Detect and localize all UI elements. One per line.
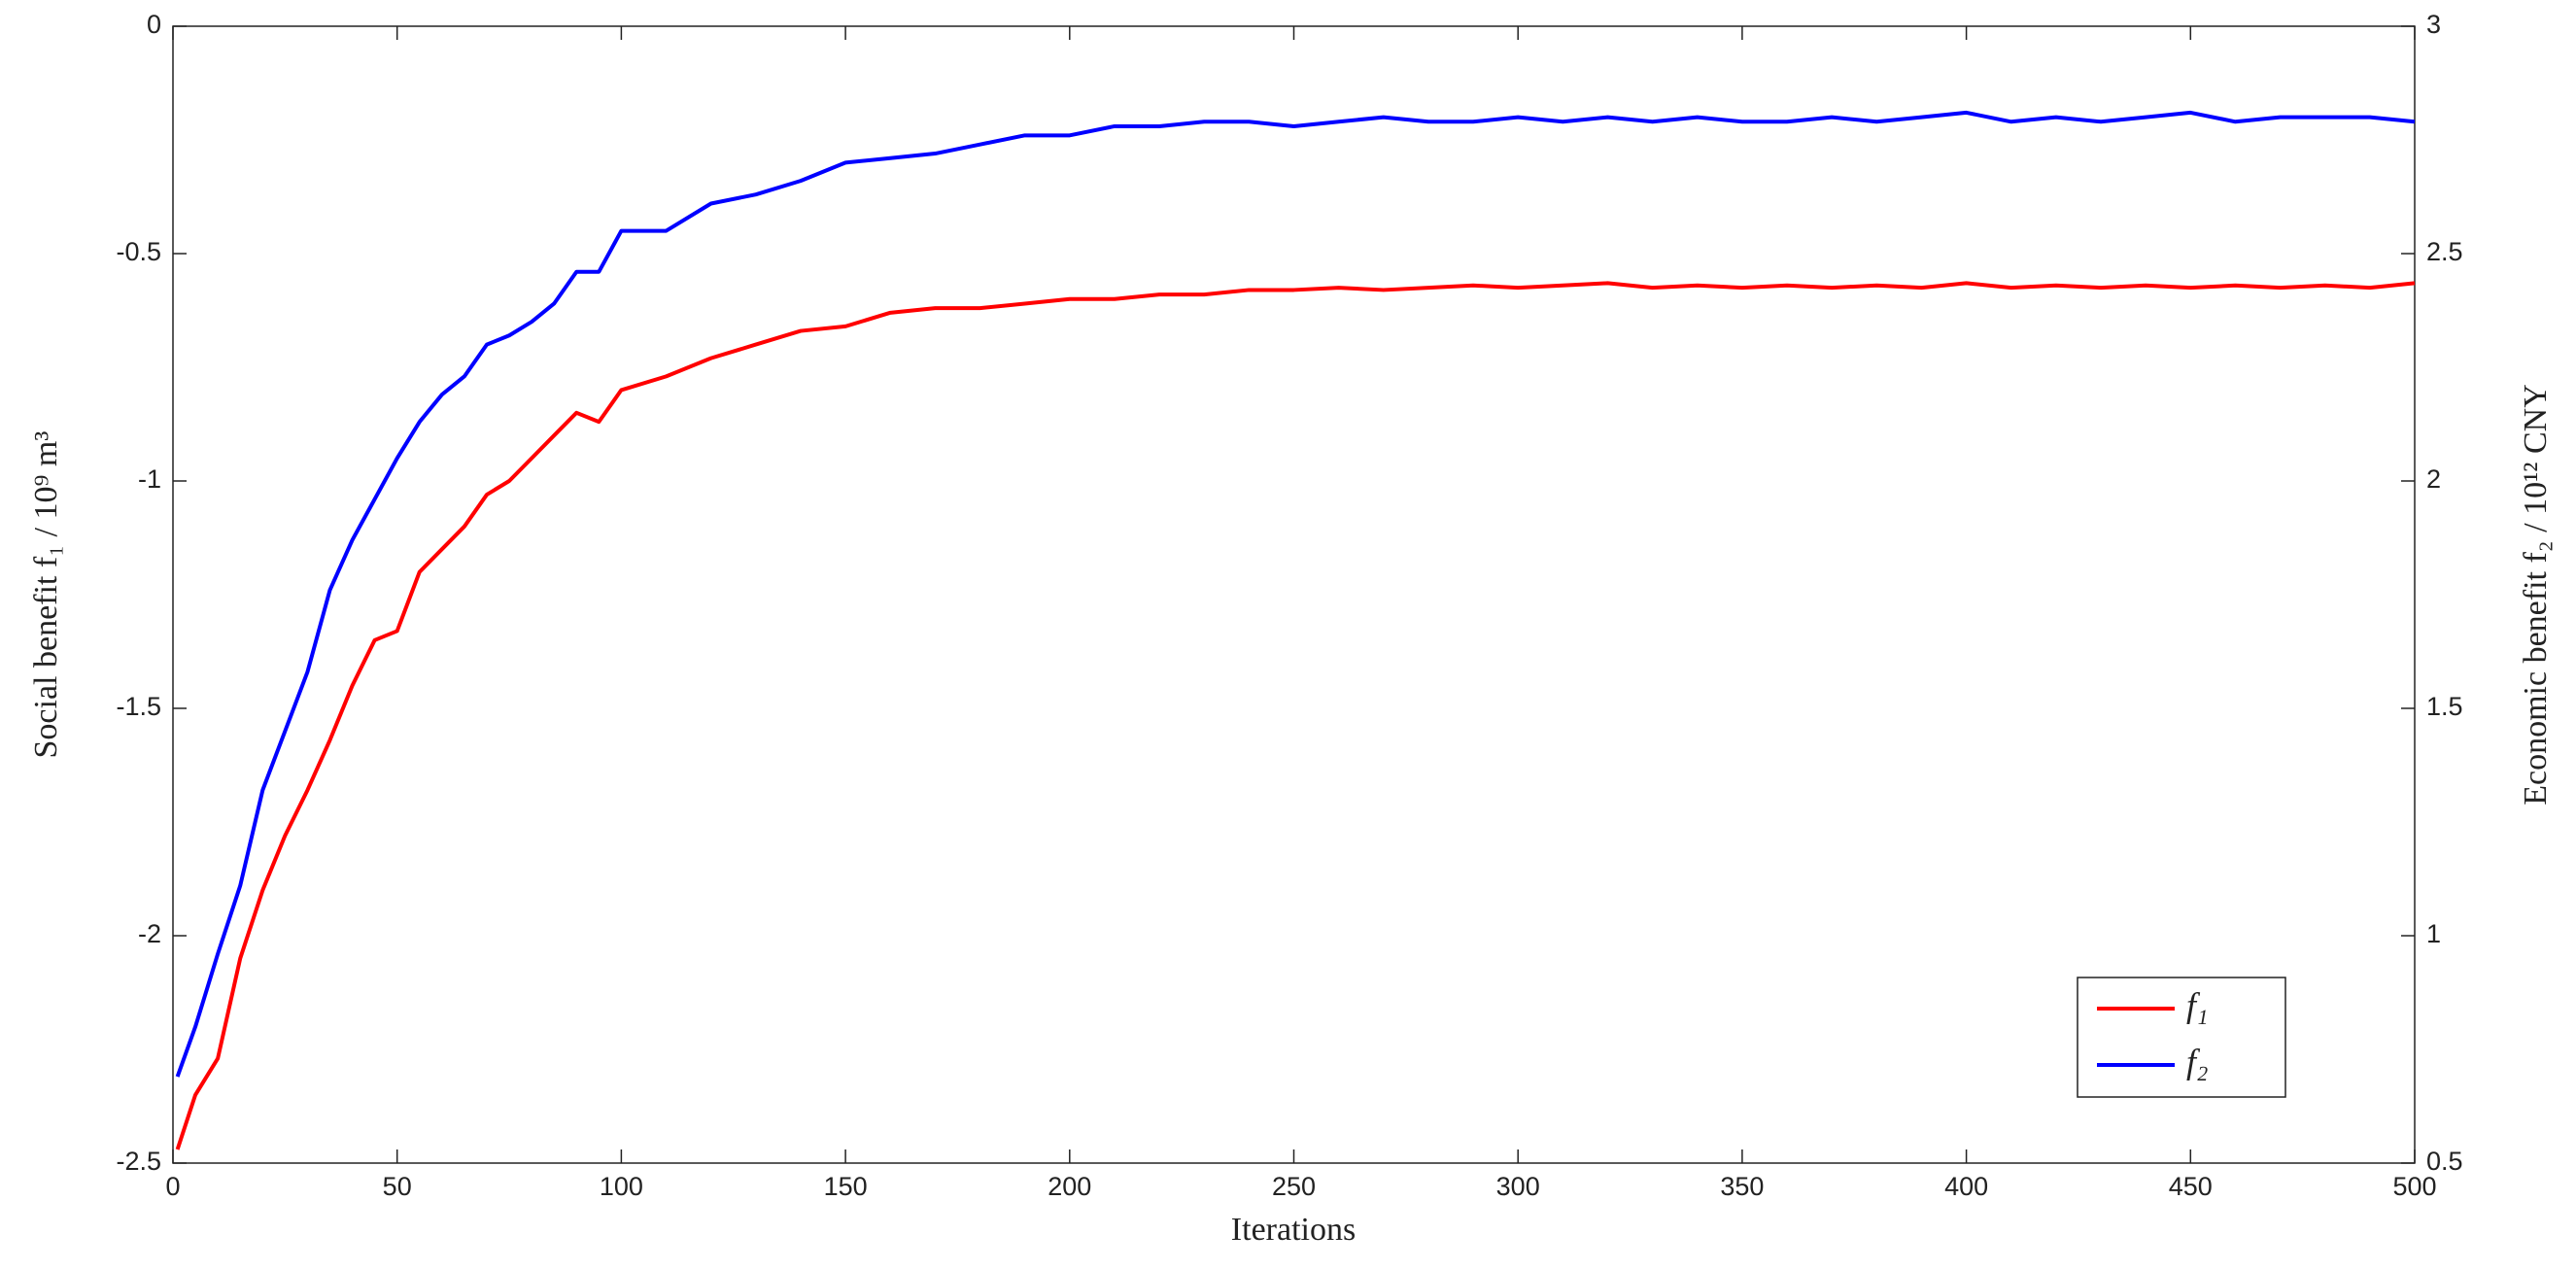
y2-tick-label: 1.5 <box>2426 692 2463 721</box>
x-axis-label: Iterations <box>1231 1212 1356 1248</box>
y-axis-label: Social benefit f₁ / 10⁹ m³ <box>28 431 64 759</box>
y2-tick-label: 0.5 <box>2426 1147 2463 1176</box>
y2-tick-label: 2 <box>2426 464 2441 494</box>
x-tick-label: 100 <box>600 1172 643 1201</box>
legend-label: f₁ <box>2186 985 2209 1024</box>
y2-axis-label: Economic benefit f₂ / 10¹² CNY <box>2518 384 2554 806</box>
x-tick-label: 450 <box>2169 1172 2213 1201</box>
x-tick-label: 500 <box>2392 1172 2436 1201</box>
y2-tick-label: 3 <box>2426 10 2441 39</box>
x-tick-label: 150 <box>824 1172 868 1201</box>
series-line <box>175 110 2416 1078</box>
y-tick-label: -2 <box>138 919 161 948</box>
y2-tick-label: 2.5 <box>2426 237 2463 266</box>
legend-box <box>2077 977 2286 1098</box>
x-tick-label: 250 <box>1272 1172 1316 1201</box>
legend-label: f₂ <box>2186 1042 2209 1080</box>
y-tick-label: -2.5 <box>116 1147 161 1176</box>
x-tick-label: 200 <box>1048 1172 1091 1201</box>
y-tick-label: -0.5 <box>116 237 161 266</box>
x-tick-label: 50 <box>383 1172 412 1201</box>
y2-tick-label: 1 <box>2426 919 2441 948</box>
y-tick-label: -1 <box>138 464 161 494</box>
x-tick-label: 350 <box>1720 1172 1764 1201</box>
x-tick-label: 400 <box>1944 1172 1988 1201</box>
series-line <box>175 281 2416 1150</box>
y-tick-label: -1.5 <box>116 692 161 721</box>
y-tick-label: 0 <box>147 10 161 39</box>
x-tick-label: 300 <box>1496 1172 1540 1201</box>
x-tick-label: 0 <box>165 1172 180 1201</box>
